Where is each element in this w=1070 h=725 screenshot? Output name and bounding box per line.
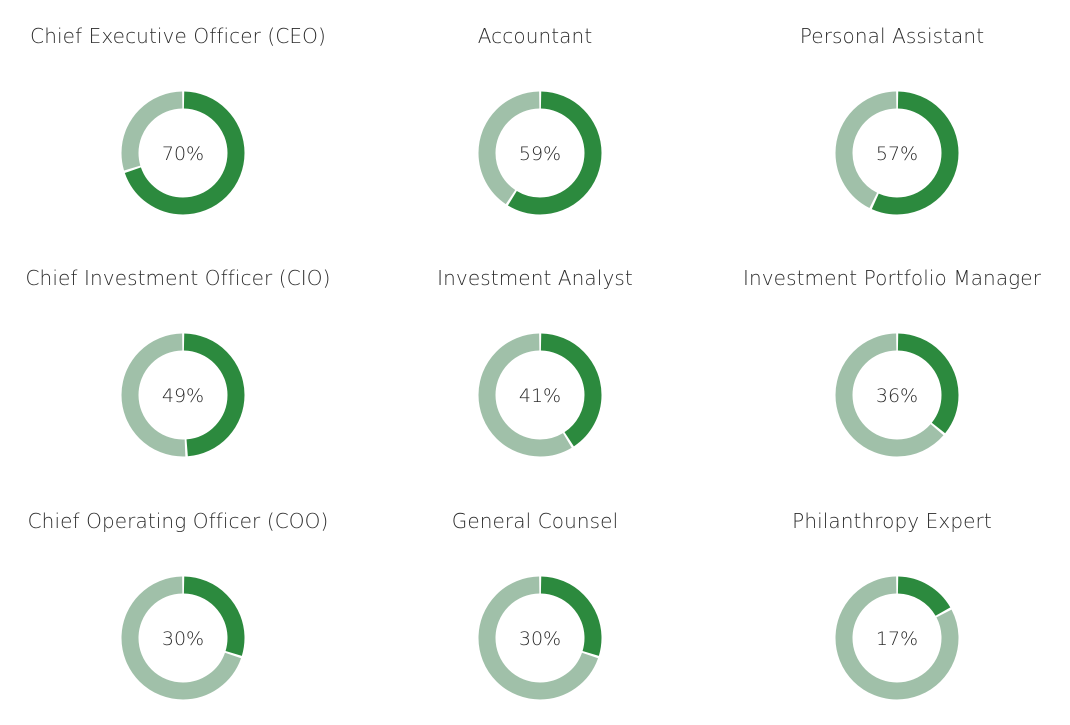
donut-segment-filled	[121, 91, 245, 215]
donut-chart-ceo: Chief Executive Officer (CEO) 70%	[0, 0, 356, 240]
chart-title: Personal Assistant	[799, 24, 985, 48]
donut-segment-filled	[835, 91, 959, 215]
donut-segment-remaining	[835, 333, 959, 457]
donut-chart-investment-analyst: Investment Analyst 41%	[357, 242, 713, 482]
percent-label: 30%	[519, 628, 561, 650]
chart-title: General Counsel	[451, 509, 619, 533]
donut-ring: 59%	[478, 91, 602, 215]
donut-ring: 30%	[478, 576, 602, 700]
chart-title: Investment Portfolio Manager	[742, 266, 1042, 290]
donut-segment-filled	[121, 576, 245, 700]
donut-segment-remaining	[121, 91, 245, 215]
donut-segment-filled	[478, 333, 602, 457]
donut-segment-filled	[478, 576, 602, 700]
donut-segment-remaining	[835, 91, 959, 215]
donut-chart-coo: Chief Operating Officer (COO) 30%	[0, 485, 356, 725]
donut-segment-remaining	[121, 576, 245, 700]
donut-segment-remaining	[478, 91, 602, 215]
donut-chart-general-counsel: General Counsel 30%	[357, 485, 713, 725]
donut-ring: 57%	[835, 91, 959, 215]
chart-title: Accountant	[477, 24, 593, 48]
donut-chart-cio: Chief Investment Officer (CIO) 49%	[0, 242, 356, 482]
donut-ring: 70%	[121, 91, 245, 215]
percent-label: 59%	[519, 143, 561, 165]
percent-label: 17%	[876, 628, 918, 650]
donut-chart-portfolio-manager: Investment Portfolio Manager 36%	[714, 242, 1070, 482]
percent-label: 41%	[519, 385, 561, 407]
donut-ring: 30%	[121, 576, 245, 700]
donut-segment-filled	[835, 333, 959, 457]
donut-chart-accountant: Accountant 59%	[357, 0, 713, 240]
donut-ring: 41%	[478, 333, 602, 457]
donut-segment-remaining	[835, 576, 959, 700]
chart-title: Chief Investment Officer (CIO)	[25, 266, 331, 290]
percent-label: 30%	[162, 628, 204, 650]
donut-segment-remaining	[478, 333, 602, 457]
chart-title: Investment Analyst	[437, 266, 633, 290]
chart-title: Chief Executive Officer (CEO)	[30, 24, 326, 48]
chart-title: Philanthropy Expert	[792, 509, 992, 533]
donut-chart-personal-assistant: Personal Assistant 57%	[714, 0, 1070, 240]
donut-ring: 36%	[835, 333, 959, 457]
percent-label: 36%	[876, 385, 918, 407]
donut-segment-remaining	[121, 333, 245, 457]
percent-label: 57%	[876, 143, 918, 165]
chart-title: Chief Operating Officer (COO)	[27, 509, 329, 533]
donut-segment-filled	[121, 333, 245, 457]
percent-label: 70%	[162, 143, 204, 165]
donut-segment-remaining	[478, 576, 602, 700]
donut-ring: 49%	[121, 333, 245, 457]
percent-label: 49%	[162, 385, 204, 407]
donut-segment-filled	[478, 91, 602, 215]
donut-ring: 17%	[835, 576, 959, 700]
donut-chart-philanthropy-expert: Philanthropy Expert 17%	[714, 485, 1070, 725]
